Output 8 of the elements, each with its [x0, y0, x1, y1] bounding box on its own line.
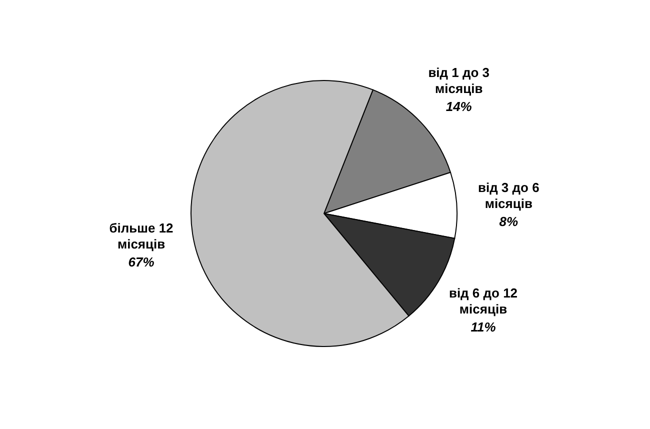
- data-label: 14%: [446, 98, 472, 114]
- slice-label: більше 12 місяців: [109, 220, 174, 252]
- slice-label: від 3 до 6 місяців: [478, 180, 540, 211]
- slice-label: від 1 до 3 місяців: [428, 64, 490, 96]
- data-label: 67%: [128, 254, 155, 270]
- data-label: 11%: [470, 320, 496, 335]
- slice-label: від 6 до 12 місяців: [448, 286, 518, 317]
- data-label: 8%: [499, 214, 518, 229]
